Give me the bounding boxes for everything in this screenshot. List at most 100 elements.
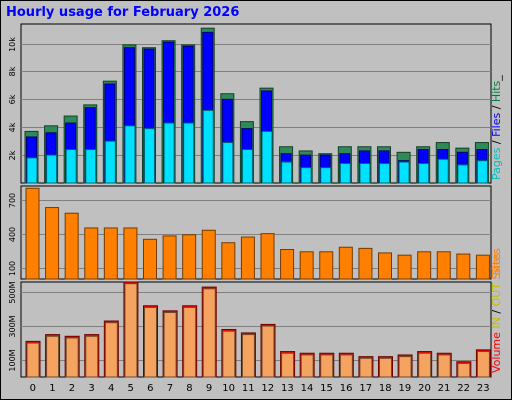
y-tick-label: 2k xyxy=(8,150,17,160)
bar-volume-volume-light--11 xyxy=(241,334,255,378)
bar-hits-pages-0 xyxy=(26,157,38,184)
bar-volume-volume-light--3 xyxy=(85,335,99,378)
bar-volume-volume-light--12 xyxy=(261,325,275,378)
bar-hits-pages-1 xyxy=(46,154,58,184)
bar-volume-volume-light--5 xyxy=(124,283,138,378)
bar-sites-sites-1 xyxy=(45,207,60,280)
legend-part: Sites xyxy=(490,248,503,275)
y-tick-label: 300M xyxy=(8,315,17,337)
bar-hits-pages-3 xyxy=(85,149,97,184)
x-tick-label: 2 xyxy=(69,383,75,394)
bar-sites-sites-7 xyxy=(162,235,177,280)
bar-volume-volume-light--18 xyxy=(379,357,392,378)
bar-sites-sites-18 xyxy=(378,252,392,280)
bar-volume-volume-light--2 xyxy=(65,337,79,378)
panel-legend-hits: Pages / Files / Hits_ xyxy=(490,75,503,180)
y-tick-label: 400 xyxy=(8,227,17,242)
x-tick-label: 8 xyxy=(186,383,192,394)
bar-volume-volume-light--19 xyxy=(398,356,412,378)
x-tick-label: 13 xyxy=(281,383,294,394)
x-tick-label: 9 xyxy=(206,383,212,394)
bar-sites-sites-19 xyxy=(397,254,412,280)
bar-hits-pages-12 xyxy=(261,130,273,184)
x-tick-label: 20 xyxy=(418,383,431,394)
y-tick-label: 6k xyxy=(8,94,17,104)
bar-sites-sites-11 xyxy=(240,236,255,280)
bar-sites-sites-21 xyxy=(436,251,451,280)
chart-title: Hourly usage for February 2026 xyxy=(6,5,240,20)
legend-part: / xyxy=(490,306,503,317)
x-tick-label: 19 xyxy=(399,383,412,394)
bar-hits-pages-6 xyxy=(144,128,155,184)
x-tick-label: 0 xyxy=(30,383,36,394)
bar-sites-sites-5 xyxy=(123,227,138,280)
bar-volume-volume-light--22 xyxy=(457,362,471,378)
bar-hits-pages-16 xyxy=(339,162,351,184)
bar-sites-sites-2 xyxy=(64,212,79,280)
legend-part: Pages xyxy=(490,147,503,180)
bar-sites-sites-22 xyxy=(456,253,471,280)
bar-hits-pages-2 xyxy=(65,149,77,184)
bar-volume-volume-light--6 xyxy=(144,306,157,378)
bar-volume-volume-light--13 xyxy=(281,352,295,378)
bar-sites-sites-17 xyxy=(358,247,373,280)
bar-volume-volume-light--1 xyxy=(46,335,60,378)
x-tick-label: 17 xyxy=(359,383,372,394)
bar-sites-sites-10 xyxy=(221,242,236,280)
bar-hits-pages-18 xyxy=(379,162,390,184)
legend-part: Files xyxy=(490,113,503,137)
panel-sites xyxy=(20,185,492,280)
bar-hits-pages-11 xyxy=(241,149,253,184)
bar-sites-sites-4 xyxy=(103,227,118,280)
x-tick-label: 4 xyxy=(108,383,114,394)
x-tick-label: 23 xyxy=(477,383,490,394)
legend-part: Hits xyxy=(490,80,503,102)
x-tick-label: 1 xyxy=(49,383,55,394)
bar-volume-volume-light--0 xyxy=(26,342,40,378)
x-tick-label: 5 xyxy=(128,383,134,394)
bar-sites-sites-20 xyxy=(417,251,432,280)
x-tick-label: 7 xyxy=(167,383,173,394)
bar-hits-pages-23 xyxy=(476,160,488,184)
bar-sites-sites-8 xyxy=(182,234,197,280)
legend-part: IN xyxy=(490,317,503,328)
x-tick-label: 10 xyxy=(222,383,235,394)
y-tick-label: 500M xyxy=(8,281,17,303)
bar-sites-sites-14 xyxy=(299,251,314,280)
x-tick-label: 11 xyxy=(242,383,255,394)
bar-sites-sites-16 xyxy=(338,246,353,280)
bar-volume-volume-light--9 xyxy=(202,288,216,378)
x-tick-label: 3 xyxy=(88,383,94,394)
bar-volume-volume-light--14 xyxy=(300,354,314,378)
x-tick-label: 21 xyxy=(438,383,451,394)
panel-legend-volume: Volume IN / OUT Sites xyxy=(490,252,503,373)
bar-sites-sites-3 xyxy=(84,227,99,280)
bar-volume-volume-light--17 xyxy=(359,357,373,378)
x-tick-label: 14 xyxy=(301,383,314,394)
bar-volume-volume-light--20 xyxy=(418,352,432,378)
x-tick-label: 15 xyxy=(320,383,333,394)
y-tick-label: 100M xyxy=(8,349,17,371)
bar-sites-sites-23 xyxy=(475,254,490,280)
bar-sites-sites-9 xyxy=(201,229,216,280)
bar-sites-sites-0 xyxy=(25,187,40,280)
bar-hits-pages-9 xyxy=(202,109,214,184)
panel-hits xyxy=(20,23,492,184)
legend-part: / xyxy=(490,137,503,148)
legend-part: Volume xyxy=(490,332,503,373)
bar-hits-pages-4 xyxy=(104,140,116,184)
bar-sites-sites-13 xyxy=(280,249,295,280)
bar-volume-volume-light--16 xyxy=(339,354,353,378)
y-tick-label: 4k xyxy=(8,122,17,132)
bar-hits-pages-10 xyxy=(222,142,234,184)
bar-volume-volume-light--4 xyxy=(104,322,118,378)
bar-hits-pages-19 xyxy=(398,161,410,184)
bar-sites-sites-12 xyxy=(260,233,275,280)
bar-hits-pages-15 xyxy=(320,167,332,184)
bar-hits-pages-13 xyxy=(281,161,293,184)
y-tick-label: 700 xyxy=(8,193,17,208)
bar-hits-pages-22 xyxy=(457,164,469,184)
panel-volume xyxy=(20,281,492,378)
x-tick-label: 18 xyxy=(379,383,392,394)
